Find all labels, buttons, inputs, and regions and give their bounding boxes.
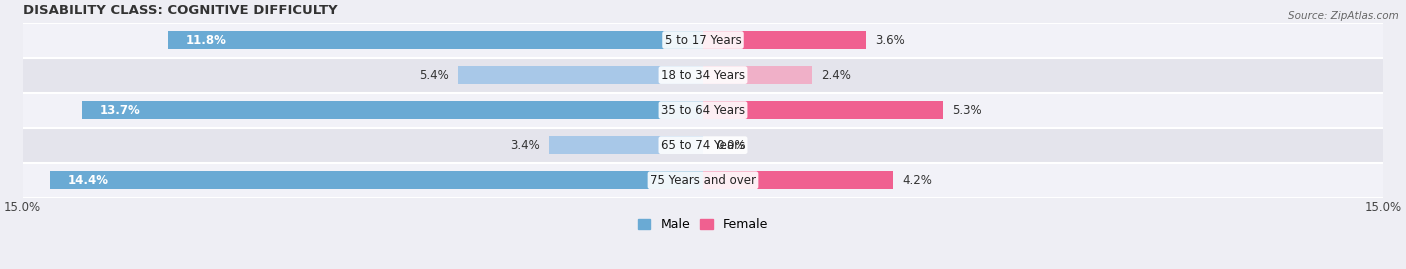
Text: 3.4%: 3.4% xyxy=(510,139,540,152)
Text: 5.3%: 5.3% xyxy=(952,104,981,117)
Text: 35 to 64 Years: 35 to 64 Years xyxy=(661,104,745,117)
Text: 75 Years and over: 75 Years and over xyxy=(650,174,756,187)
Text: 4.2%: 4.2% xyxy=(903,174,932,187)
Text: 18 to 34 Years: 18 to 34 Years xyxy=(661,69,745,82)
Bar xyxy=(22,163,1384,198)
Text: 65 to 74 Years: 65 to 74 Years xyxy=(661,139,745,152)
Bar xyxy=(458,66,703,84)
Text: 14.4%: 14.4% xyxy=(67,174,110,187)
Bar xyxy=(703,66,811,84)
Bar xyxy=(703,31,866,49)
Bar xyxy=(22,58,1384,93)
Bar xyxy=(548,136,703,154)
Text: 0.0%: 0.0% xyxy=(717,139,747,152)
Text: Source: ZipAtlas.com: Source: ZipAtlas.com xyxy=(1288,11,1399,21)
Bar xyxy=(51,171,703,189)
Bar xyxy=(22,93,1384,128)
Bar xyxy=(82,101,703,119)
Bar xyxy=(22,128,1384,163)
Text: 5 to 17 Years: 5 to 17 Years xyxy=(665,34,741,47)
Text: 5.4%: 5.4% xyxy=(419,69,449,82)
Text: 3.6%: 3.6% xyxy=(876,34,905,47)
Bar xyxy=(167,31,703,49)
Text: 13.7%: 13.7% xyxy=(100,104,141,117)
Text: DISABILITY CLASS: COGNITIVE DIFFICULTY: DISABILITY CLASS: COGNITIVE DIFFICULTY xyxy=(22,4,337,17)
Bar xyxy=(703,171,893,189)
Bar xyxy=(703,101,943,119)
Text: 11.8%: 11.8% xyxy=(186,34,226,47)
Text: 2.4%: 2.4% xyxy=(821,69,851,82)
Bar xyxy=(22,23,1384,58)
Legend: Male, Female: Male, Female xyxy=(633,213,773,236)
